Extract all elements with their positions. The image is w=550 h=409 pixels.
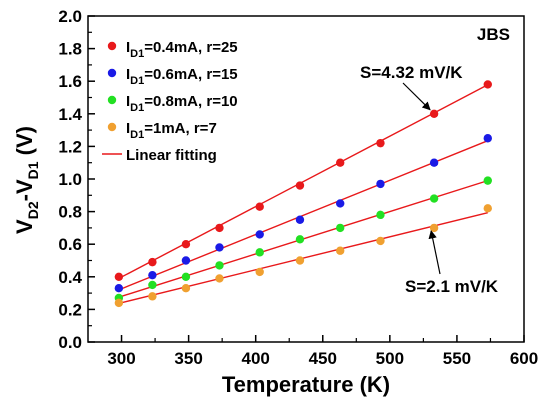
data-point-series-2 — [215, 243, 224, 252]
x-tick-label: 400 — [242, 349, 270, 368]
y-tick-label: 1.6 — [58, 72, 82, 91]
data-point-series-2 — [336, 199, 345, 208]
data-point-series-4 — [148, 292, 157, 301]
y-tick-label: 0.6 — [58, 235, 82, 254]
data-point-series-2 — [429, 158, 439, 167]
legend-label: ID1=1mA, r=7 — [126, 120, 217, 141]
slope-annotation-upper: S=4.32 mV/K — [360, 63, 463, 82]
y-title-sub1: D2 — [25, 201, 41, 219]
data-point-series-1 — [376, 138, 385, 148]
data-point-series-3 — [215, 261, 224, 270]
slope-annotation-lower: S=2.1 mV/K — [405, 277, 499, 296]
legend-label-sub: D1 — [130, 102, 144, 114]
legend-label-sub: D1 — [130, 129, 144, 141]
y-tick-label: 0.4 — [58, 268, 82, 287]
data-point-series-1 — [295, 181, 305, 190]
x-tick-label: 600 — [510, 349, 538, 368]
x-tick-label: 300 — [107, 349, 135, 368]
legend-label-sub: D1 — [130, 48, 144, 60]
fit-line — [118, 140, 489, 291]
data-point-series-4 — [114, 298, 124, 308]
annotation-arrow — [402, 82, 431, 111]
legend-fit-label: Linear fitting — [126, 147, 217, 164]
data-point-series-2 — [376, 179, 385, 189]
data-point-series-3 — [255, 248, 264, 257]
data-point-series-1 — [483, 80, 492, 89]
y-tick-label: 1.2 — [58, 137, 82, 156]
data-point-series-3 — [181, 272, 191, 281]
data-point-series-2 — [295, 215, 305, 224]
data-point-series-1 — [215, 223, 224, 233]
data-points — [114, 80, 492, 308]
y-tick-label: 0.0 — [58, 333, 82, 352]
y-tick-label: 2.0 — [58, 7, 82, 26]
legend-label-main: I — [126, 93, 130, 110]
y-tick-label: 1.4 — [58, 105, 82, 124]
fit-line — [118, 84, 489, 280]
data-point-series-4 — [429, 223, 439, 233]
data-point-series-4 — [336, 246, 345, 255]
data-point-series-4 — [181, 284, 191, 293]
data-point-series-4 — [483, 204, 492, 213]
legend-marker — [107, 68, 117, 78]
data-point-series-2 — [148, 270, 157, 280]
data-point-series-3 — [148, 280, 157, 290]
data-point-series-3 — [376, 210, 385, 220]
legend-label-rest: =1mA, r=7 — [144, 120, 217, 137]
legend-label-main: I — [126, 39, 130, 56]
legend-label: ID1=0.6mA, r=15 — [126, 66, 238, 87]
data-point-series-1 — [255, 202, 264, 211]
data-point-series-1 — [336, 158, 345, 167]
x-tick-label: 450 — [309, 349, 337, 368]
y-title-sub2: D1 — [25, 161, 41, 179]
y-title-main: V — [12, 219, 37, 234]
x-axis-title: Temperature (K) — [222, 372, 390, 397]
legend-marker — [107, 122, 117, 132]
legend-label: ID1=0.4mA, r=25 — [126, 39, 238, 60]
y-title-unit: (V) — [12, 126, 37, 161]
data-point-series-4 — [295, 256, 305, 265]
data-point-series-1 — [114, 272, 124, 281]
legend-label-main: I — [126, 120, 130, 137]
legend-label-rest: =0.4mA, r=25 — [144, 39, 237, 56]
y-tick-label: 1.8 — [58, 40, 82, 59]
x-tick-label: 500 — [376, 349, 404, 368]
legend-marker — [107, 95, 117, 105]
data-point-series-2 — [255, 230, 264, 239]
legend-label-main: I — [126, 66, 130, 83]
legend-label-rest: =0.6mA, r=15 — [144, 66, 237, 83]
x-tick-label: 550 — [443, 349, 471, 368]
data-point-series-3 — [336, 223, 345, 233]
annotation-arrow — [428, 230, 441, 275]
corner-label: JBS — [477, 25, 510, 44]
data-point-series-2 — [181, 256, 191, 265]
legend-label: ID1=0.8mA, r=10 — [126, 93, 238, 114]
legend-marker — [107, 41, 117, 51]
data-point-series-4 — [215, 274, 224, 283]
legend-label-rest: =0.8mA, r=10 — [144, 93, 237, 110]
annotations: S=4.32 mV/K S=2.1 mV/K — [360, 63, 499, 296]
data-point-series-2 — [114, 284, 124, 293]
data-point-series-3 — [429, 194, 439, 203]
legend-label-sub: D1 — [130, 75, 144, 87]
x-axis-ticks: 300 350 400 450 500 550 600 — [107, 335, 538, 368]
data-point-series-1 — [148, 257, 157, 267]
data-point-series-1 — [429, 109, 439, 119]
y-axis-ticks: 0.0 0.2 0.4 0.6 0.8 1.0 1.2 1.4 1.6 1.8 2.0 — [58, 7, 95, 352]
y-tick-label: 0.2 — [58, 300, 82, 319]
data-point-series-3 — [483, 176, 492, 185]
y-tick-label: 1.0 — [58, 170, 82, 189]
data-point-series-1 — [181, 240, 191, 249]
data-point-series-4 — [255, 267, 264, 277]
y-tick-label: 0.8 — [58, 203, 82, 222]
data-point-series-2 — [483, 134, 492, 143]
x-tick-label: 350 — [174, 349, 202, 368]
y-title-mid: -V — [12, 179, 37, 201]
data-point-series-4 — [376, 236, 385, 246]
y-axis-title: VD2-VD1 (V) — [12, 126, 41, 234]
data-point-series-3 — [295, 235, 305, 244]
